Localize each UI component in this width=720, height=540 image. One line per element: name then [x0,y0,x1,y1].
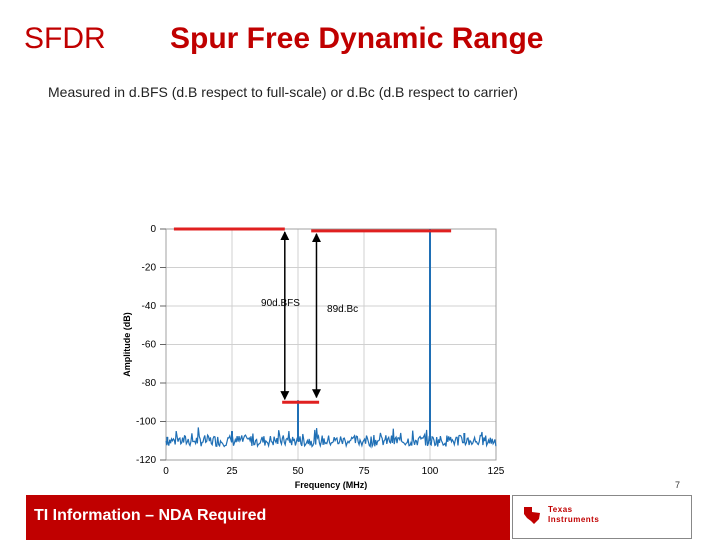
annotation-label: 89d.Bc [327,304,358,315]
chart-grid [165,228,497,461]
y-tick-label: -80 [142,378,157,389]
x-tick-label: 25 [226,466,238,477]
x-tick-label: 50 [292,466,304,477]
annotation-label: 90d.BFS [261,298,300,309]
y-tick-label: -120 [136,455,156,466]
annotations: 90d.BFS 89d.Bc [261,298,358,315]
company-logo-text: Texas Instruments [548,505,599,525]
footer-text: TI Information – NDA Required [34,507,267,524]
x-tick-label: 125 [488,466,505,477]
logo-line-2: Instruments [548,515,600,524]
spectrum-line [165,228,497,449]
y-tick-label: -40 [142,301,157,312]
slide-title: Spur Free Dynamic Range [170,22,544,55]
x-tick-label: 75 [358,466,370,477]
footer-banner [26,495,510,540]
y-axis-label: Amplitude (dB) [122,312,132,377]
slide-subtitle: Measured in d.BFS (d.B respect to full-s… [48,84,518,100]
y-tick-label: -20 [142,263,157,274]
x-tick-labels: 0 25 50 75 100 125 [163,466,505,477]
logo-line-1: Texas [548,505,573,514]
spectrum-trace [165,228,497,449]
x-axis-label: Frequency (MHz) [295,480,368,490]
slide-section-label: SFDR [24,22,106,55]
reference-lines [173,227,452,404]
sfdr-chart: 0 -20 -40 -60 -80 -100 -120 0 25 50 75 100 125 90d.… [122,224,505,490]
y-tick-labels: 0 -20 -40 -60 -80 -100 -120 [136,224,166,466]
x-tick-label: 100 [422,466,439,477]
texas-state-icon [524,507,540,524]
y-tick-label: -60 [142,340,157,351]
y-tick-label: 0 [150,224,156,235]
logo-box [512,495,692,539]
page-number: 7 [675,480,681,490]
x-tick-label: 0 [163,466,169,477]
measurement-arrows [280,231,321,401]
y-tick-label: -100 [136,417,156,428]
